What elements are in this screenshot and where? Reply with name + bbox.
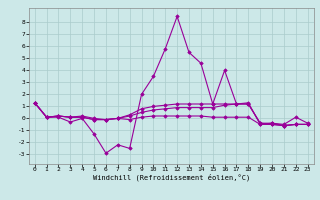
X-axis label: Windchill (Refroidissement éolien,°C): Windchill (Refroidissement éolien,°C): [92, 174, 250, 181]
